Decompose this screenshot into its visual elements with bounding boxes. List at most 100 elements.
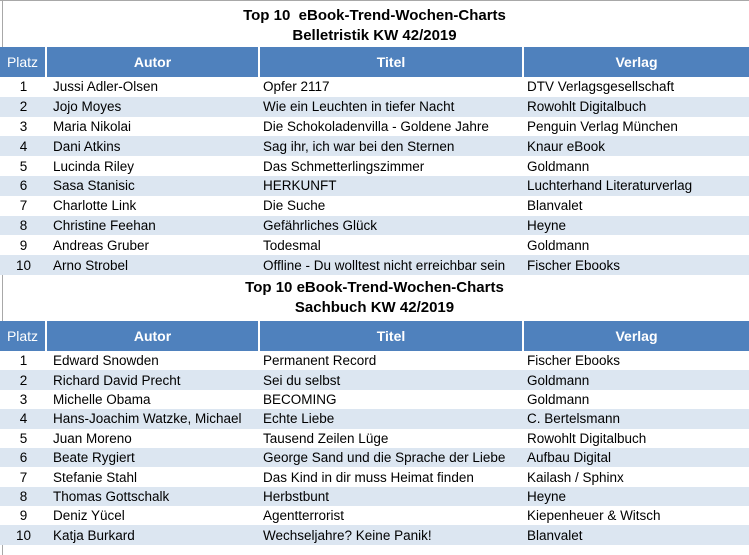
cell-titel: Opfer 2117 — [263, 79, 330, 95]
column-header-titel: Titel — [260, 320, 522, 351]
table-row: 4 Hans-Joachim Watzke, Michael Echte Liebe… — [0, 409, 749, 429]
cell-platz: 2 — [19, 99, 28, 115]
cell-verlag: Heyne — [527, 217, 567, 233]
cell-autor: Maria Nikolai — [53, 118, 132, 134]
table-row: 9 Deniz Yücel Agentterrorist Kiepenheuer & … — [0, 506, 749, 526]
cell-platz: 9 — [19, 508, 28, 524]
cell-verlag: Goldmann — [527, 391, 590, 407]
cell-autor: Thomas Gottschalk — [53, 488, 170, 504]
cell-platz: 2 — [19, 372, 28, 388]
cell-platz: 3 — [19, 118, 28, 134]
cell-titel: Die Suche — [263, 198, 326, 214]
cell-platz: 6 — [19, 450, 28, 466]
cell-verlag: Goldmann — [527, 372, 590, 388]
gridline-top — [0, 0, 749, 1]
cell-titel: George Sand und die Sprache der Liebe — [263, 450, 506, 466]
cell-platz: 7 — [19, 469, 28, 485]
cell-platz: 8 — [19, 488, 28, 504]
table-row: 10 Katja Burkard Wechseljahre? Keine Panik… — [0, 525, 749, 545]
cell-platz: 9 — [19, 237, 28, 253]
cell-autor: Jojo Moyes — [53, 99, 122, 115]
cell-platz: 7 — [19, 198, 28, 214]
cell-titel: Offline - Du wolltest nicht erreichbar s… — [263, 257, 506, 273]
table-row: 6 Sasa Stanisic HERKUNFT Luchterhand Litera… — [0, 175, 749, 196]
table-row: 1 Jussi Adler-Olsen Opfer 2117 DTV Verlagsg… — [0, 77, 749, 97]
column-header-verlag: Verlag — [524, 320, 749, 351]
cell-autor: Hans-Joachim Watzke, Michael — [53, 411, 242, 427]
cell-platz: 1 — [19, 79, 28, 95]
gridline-left — [2, 0, 3, 555]
table-row: 5 Lucinda Riley Das Schmetterlingszimmer Go… — [0, 156, 749, 176]
chart-title-line1: Top 10 eBook-Trend-Wochen-Charts — [245, 278, 504, 296]
cell-titel: Tausend Zeilen Lüge — [263, 430, 389, 446]
column-header-titel: Titel — [260, 47, 522, 77]
cell-autor: Sasa Stanisic — [53, 178, 135, 194]
cell-autor: Christine Feehan — [53, 217, 156, 233]
cell-verlag: Rowohlt Digitalbuch — [527, 430, 647, 446]
table-row: 7 Stefanie Stahl Das Kind in dir muss Heim… — [0, 467, 749, 487]
cell-verlag: C. Bertelsmann — [527, 411, 621, 427]
cell-autor: Dani Atkins — [53, 138, 121, 154]
table-row: 8 Thomas Gottschalk Herbstbunt Heyne — [0, 486, 749, 507]
section-belletristik: Top 10 eBook-Trend-Wochen-Charts Belletr… — [0, 0, 749, 275]
cell-autor: Beate Rygiert — [53, 450, 135, 466]
cell-verlag: Aufbau Digital — [527, 450, 612, 466]
cell-platz: 8 — [19, 217, 28, 233]
column-header-autor: Autor — [47, 47, 258, 77]
cell-platz: 10 — [15, 257, 32, 273]
cell-platz: 5 — [19, 158, 28, 174]
cell-titel: Wechseljahre? Keine Panik! — [263, 527, 432, 543]
cell-platz: 4 — [19, 411, 28, 427]
cell-verlag: Fischer Ebooks — [527, 353, 621, 369]
chart-title-line2: Sachbuch KW 42/2019 — [294, 298, 455, 316]
cell-autor: Arno Strobel — [53, 257, 129, 273]
section-title-sachbuch: Top 10 eBook-Trend-Wochen-Charts Sachbuc… — [0, 275, 749, 321]
cell-verlag: Heyne — [527, 488, 567, 504]
cell-verlag: Knaur eBook — [527, 138, 606, 154]
cell-autor: Juan Moreno — [53, 430, 132, 446]
cell-titel: Gefährliches Glück — [263, 217, 378, 233]
cell-autor: Charlotte Link — [53, 198, 137, 214]
cell-platz: 10 — [15, 527, 32, 543]
cell-autor: Stefanie Stahl — [53, 469, 138, 485]
table-row: 3 Maria Nikolai Die Schokoladenvilla - Gol… — [0, 116, 749, 137]
cell-platz: 1 — [19, 353, 28, 369]
section-sachbuch: Top 10 eBook-Trend-Wochen-Charts Sachbuc… — [0, 275, 749, 545]
cell-titel: Das Schmetterlingszimmer — [263, 158, 425, 174]
cell-verlag: Luchterhand Literaturverlag — [527, 178, 693, 194]
table-row: 2 Richard David Precht Sei du selbst Goldma… — [0, 370, 749, 390]
section-title-belletristik: Top 10 eBook-Trend-Wochen-Charts Belletr… — [0, 0, 749, 47]
cell-titel: Echte Liebe — [263, 411, 335, 427]
cell-autor: Jussi Adler-Olsen — [53, 79, 159, 95]
cell-platz: 6 — [19, 178, 28, 194]
cell-autor: Richard David Precht — [53, 372, 181, 388]
cell-verlag: Blanvalet — [527, 198, 583, 214]
cell-autor: Edward Snowden — [53, 353, 159, 369]
cell-autor: Andreas Gruber — [53, 237, 150, 253]
chart-title-line1: Top 10 eBook-Trend-Wochen-Charts — [243, 7, 506, 24]
cell-titel: HERKUNFT — [263, 178, 337, 194]
cell-autor: Michelle Obama — [53, 391, 151, 407]
cell-titel: Sei du selbst — [263, 372, 341, 388]
column-header-platz: Platz — [0, 47, 45, 77]
cell-titel: Die Schokoladenvilla - Goldene Jahre — [263, 118, 489, 134]
cell-verlag: Goldmann — [527, 237, 590, 253]
chart-title-line2: Belletristik KW 42/2019 — [292, 27, 457, 44]
cell-autor: Katja Burkard — [53, 527, 135, 543]
table-body: 1 Jussi Adler-Olsen Opfer 2117 DTV Verlagsg… — [0, 77, 749, 275]
cell-verlag: Penguin Verlag München — [527, 118, 678, 134]
cell-verlag: Rowohlt Digitalbuch — [527, 99, 647, 115]
cell-titel: Wie ein Leuchten in tiefer Nacht — [263, 99, 455, 115]
cell-autor: Lucinda Riley — [53, 158, 135, 174]
cell-titel: Todesmal — [263, 237, 321, 253]
cell-verlag: DTV Verlagsgesellschaft — [527, 79, 675, 95]
table-header: Platz Autor Titel Verlag — [0, 47, 749, 77]
table-row: 10 Arno Strobel Offline - Du wolltest nich… — [0, 255, 749, 275]
table-header: Platz Autor Titel Verlag — [0, 320, 749, 351]
table-row: 7 Charlotte Link Die Suche Blanvalet — [0, 195, 749, 216]
cell-verlag: Kiepenheuer & Witsch — [527, 508, 661, 524]
cell-verlag: Goldmann — [527, 158, 590, 174]
cell-verlag: Kailash / Sphinx — [527, 469, 624, 485]
column-header-autor: Autor — [47, 320, 258, 351]
